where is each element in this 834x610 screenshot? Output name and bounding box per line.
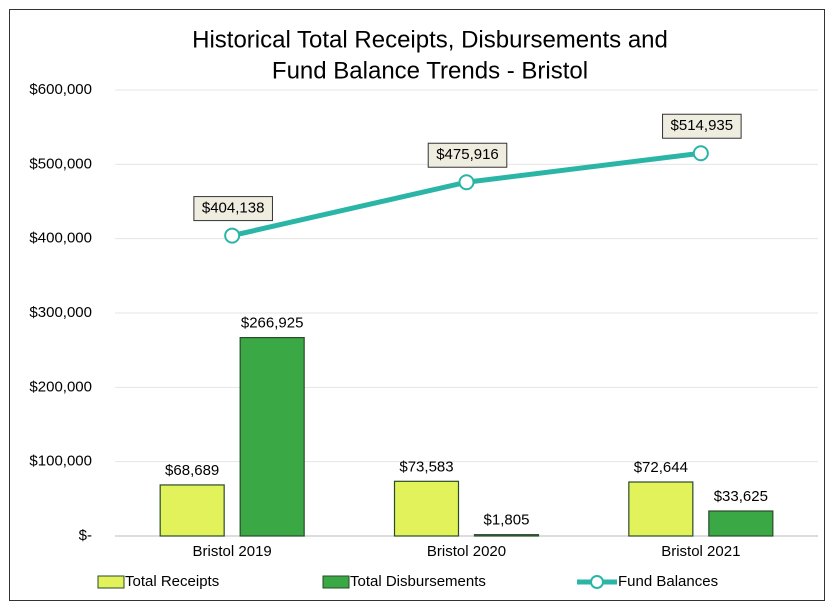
legend-swatch xyxy=(590,575,604,589)
y-tick-label: $600,000 xyxy=(29,81,92,98)
y-tick-label: $300,000 xyxy=(29,304,92,321)
bar xyxy=(239,336,305,537)
chart-title: Historical Total Receipts, Disbursements… xyxy=(192,26,668,53)
data-label: $72,644 xyxy=(634,459,688,476)
y-tick-label: $- xyxy=(79,527,92,544)
data-label: $266,925 xyxy=(241,315,304,332)
data-label: $514,935 xyxy=(671,117,734,134)
y-tick-label: $100,000 xyxy=(29,453,92,470)
bar xyxy=(708,510,774,537)
y-tick-label: $400,000 xyxy=(29,230,92,247)
data-label: $68,689 xyxy=(165,462,219,479)
data-label: $475,916 xyxy=(436,146,499,163)
line-marker xyxy=(224,227,241,244)
x-tick-label: Bristol 2019 xyxy=(193,543,272,560)
legend-label: Total Disbursements xyxy=(350,573,486,590)
chart-title: Fund Balance Trends - Bristol xyxy=(272,57,588,84)
y-tick-label: $500,000 xyxy=(29,155,92,172)
line-marker xyxy=(692,145,709,162)
data-label: $33,625 xyxy=(714,488,768,505)
data-label-box xyxy=(662,113,742,139)
bar xyxy=(628,481,694,537)
data-label-box xyxy=(193,196,273,222)
y-tick-label: $200,000 xyxy=(29,378,92,395)
legend-swatch xyxy=(322,575,350,589)
data-label: $404,138 xyxy=(202,200,265,217)
x-tick-label: Bristol 2020 xyxy=(427,543,506,560)
bar xyxy=(393,480,460,537)
data-label: $1,805 xyxy=(484,512,530,529)
data-label: $73,583 xyxy=(399,458,453,475)
data-label-box xyxy=(427,142,508,168)
x-tick-label: Bristol 2021 xyxy=(661,543,740,560)
bar xyxy=(159,484,225,537)
line-marker xyxy=(458,174,475,191)
legend-label: Total Receipts xyxy=(125,573,219,590)
bar xyxy=(473,534,540,537)
legend-label: Fund Balances xyxy=(618,573,718,590)
legend-swatch xyxy=(97,575,125,589)
